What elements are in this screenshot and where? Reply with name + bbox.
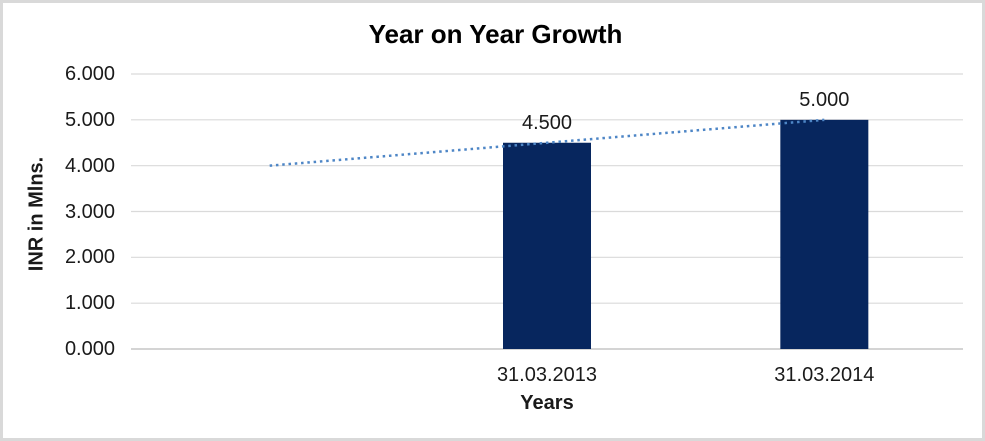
y-tick-label: 3.000 <box>64 200 115 223</box>
x-axis-title: Years <box>520 392 574 414</box>
bar-31.03.2013 <box>503 142 591 349</box>
y-tick-label: 2.000 <box>64 246 115 269</box>
y-tick-label: 0.000 <box>64 338 115 360</box>
bar-31.03.2014 <box>780 119 869 349</box>
y-tick-label: 6.000 <box>64 63 115 85</box>
x-axis-tick-labels: 31.03.2013 31.03.2014 <box>3 363 982 389</box>
plot-area <box>131 73 963 350</box>
y-tick-label: 5.000 <box>64 108 115 131</box>
bar-data-label: 5.000 <box>799 88 850 111</box>
x-tick-label: 31.03.2014 <box>774 364 875 386</box>
y-tick-label: 1.000 <box>64 292 115 315</box>
y-axis-tick-labels: 0.000 1.000 2.000 3.000 4.000 5.000 6.000 <box>3 3 115 438</box>
chart-title: Year on Year Growth <box>368 19 623 49</box>
bar-data-label: 4.500 <box>521 111 573 134</box>
trendline <box>269 118 825 167</box>
y-tick-label: 4.000 <box>64 154 115 177</box>
x-tick-label: 31.03.2013 <box>496 364 598 386</box>
